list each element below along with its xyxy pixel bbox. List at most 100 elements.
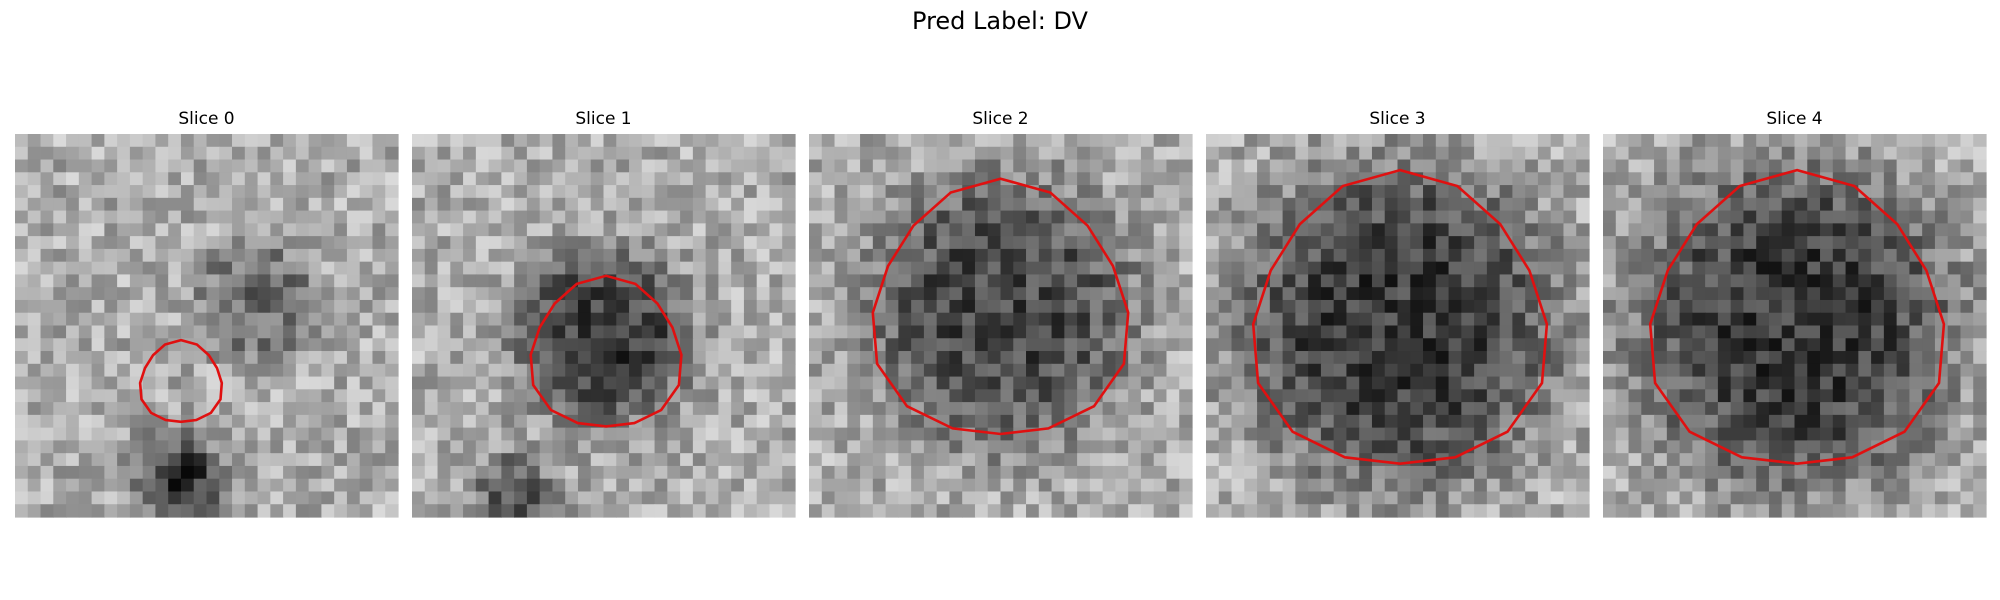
- pixel: [40, 223, 54, 237]
- pixel: [372, 287, 386, 301]
- pixel: [641, 159, 656, 173]
- pixel: [1692, 414, 1706, 429]
- pixel: [295, 363, 310, 378]
- pixel: [949, 274, 963, 288]
- pixel: [270, 185, 284, 199]
- pixel: [692, 338, 707, 352]
- pixel: [40, 210, 54, 224]
- pixel: [27, 261, 42, 276]
- pixel: [15, 325, 29, 339]
- pixel: [552, 376, 566, 390]
- pixel: [308, 338, 322, 352]
- pixel: [616, 376, 630, 390]
- pixel: [1845, 351, 1859, 365]
- pixel: [1960, 172, 1974, 186]
- pixel: [782, 453, 796, 467]
- pixel: [1563, 185, 1577, 199]
- pixel: [1960, 312, 1974, 327]
- pixel: [1257, 440, 1271, 454]
- pixel: [193, 299, 208, 314]
- pixel: [1038, 236, 1053, 250]
- pixel: [117, 261, 131, 276]
- pixel: [1474, 312, 1488, 327]
- pixel: [1781, 478, 1796, 493]
- pixel: [270, 427, 284, 441]
- pixel: [193, 210, 208, 224]
- pixel: [424, 338, 439, 352]
- pixel: [1000, 363, 1014, 378]
- pixel: [1512, 236, 1526, 250]
- pixel: [936, 427, 951, 441]
- pixel: [66, 453, 80, 467]
- pixel: [1179, 478, 1193, 493]
- pixel: [129, 146, 144, 161]
- pixel: [923, 261, 938, 276]
- pixel: [1947, 376, 1962, 390]
- pixel: [1858, 325, 1872, 339]
- pixel: [1013, 427, 1027, 441]
- pixel: [1654, 363, 1668, 378]
- pixel: [1909, 478, 1923, 493]
- pixel: [667, 274, 681, 288]
- pixel: [1359, 287, 1373, 301]
- pixel: [718, 376, 732, 390]
- pixel: [1832, 440, 1847, 454]
- pixel: [1717, 491, 1732, 505]
- pixel: [1435, 376, 1450, 390]
- pixel: [1705, 478, 1719, 493]
- pixel: [270, 351, 284, 365]
- pixel: [219, 491, 233, 505]
- pixel: [1922, 453, 1936, 467]
- pixel: [962, 491, 976, 505]
- pixel: [15, 261, 29, 276]
- pixel: [1871, 299, 1885, 314]
- pixel: [1960, 197, 1974, 212]
- pixel: [756, 172, 771, 186]
- pixel: [346, 299, 361, 314]
- pixel: [809, 134, 823, 148]
- pixel: [834, 223, 848, 237]
- pixel: [911, 440, 925, 454]
- pixel: [257, 325, 271, 339]
- pixel: [155, 440, 169, 454]
- pixel: [1269, 440, 1284, 454]
- pixel: [1474, 197, 1488, 212]
- pixel: [1051, 299, 1065, 314]
- pixel: [206, 427, 220, 441]
- pixel: [257, 299, 271, 314]
- pixel: [1820, 338, 1834, 352]
- pixel: [821, 453, 836, 467]
- pixel: [1257, 261, 1271, 276]
- pixel: [1128, 389, 1142, 403]
- pixel: [27, 312, 42, 327]
- pixel: [1218, 389, 1233, 403]
- pixel: [359, 440, 374, 454]
- pixel: [1922, 325, 1936, 339]
- pixel: [129, 325, 144, 339]
- pixel: [680, 146, 694, 161]
- pixel: [1603, 236, 1617, 250]
- pixel: [680, 504, 694, 518]
- pixel: [1603, 414, 1617, 429]
- pixel: [923, 236, 938, 250]
- pixel: [1641, 274, 1655, 288]
- pixel: [91, 363, 105, 378]
- pixel: [1845, 274, 1859, 288]
- pixel: [1768, 223, 1783, 237]
- pixel: [565, 338, 579, 352]
- pixel: [1282, 261, 1296, 276]
- pixel: [308, 146, 322, 161]
- pixel: [155, 159, 169, 173]
- pixel: [1576, 504, 1590, 518]
- pixel: [1140, 274, 1155, 288]
- pixel: [809, 185, 823, 199]
- pixel: [437, 504, 451, 518]
- pixel: [463, 146, 477, 161]
- pixel: [1679, 248, 1693, 263]
- pixel: [1000, 248, 1014, 263]
- pixel: [321, 478, 335, 493]
- pixel: [565, 351, 579, 365]
- pixel: [424, 440, 439, 454]
- pixel: [257, 261, 271, 276]
- pixel: [1537, 440, 1552, 454]
